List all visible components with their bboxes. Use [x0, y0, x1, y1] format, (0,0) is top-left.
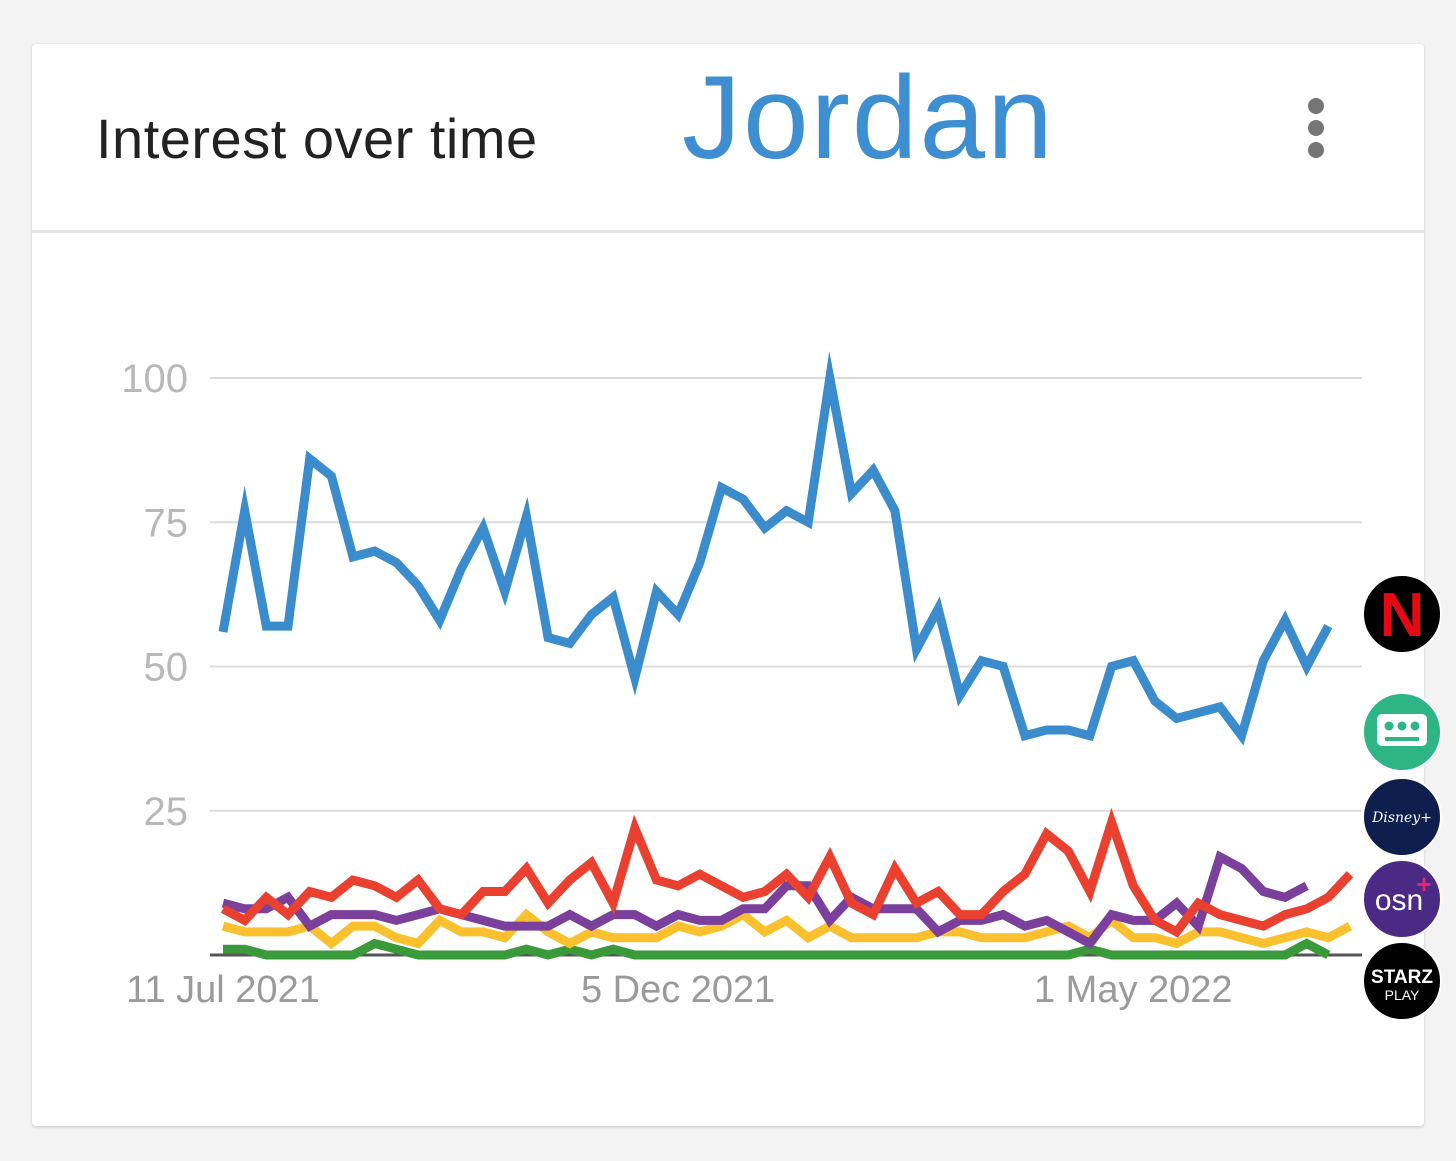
- card-header: Interest over time Jordan: [32, 44, 1424, 233]
- svg-text:Disney+: Disney+: [1371, 810, 1432, 826]
- card-title: Interest over time: [96, 107, 538, 170]
- series-line-3: [221, 908, 1353, 950]
- svg-text:osn: osn: [1375, 884, 1423, 917]
- osn-plus-logo-icon[interactable]: osn+: [1362, 859, 1442, 939]
- series-line-5: [223, 938, 1331, 960]
- menu-dot: [1308, 120, 1324, 136]
- series-line-4: [221, 850, 1309, 950]
- y-tick-label: 25: [144, 790, 189, 834]
- disney-plus-logo-icon[interactable]: Disney+: [1362, 777, 1442, 857]
- more-options-icon[interactable]: [1294, 96, 1338, 176]
- menu-dot: [1308, 98, 1324, 114]
- svg-text:PLAY: PLAY: [1385, 987, 1420, 1003]
- series-line-2: [220, 807, 1354, 938]
- y-tick-label: 50: [144, 646, 189, 690]
- y-tick-label: 100: [121, 357, 188, 401]
- shahid-logo-icon[interactable]: [1362, 692, 1442, 772]
- series-line-1: [218, 350, 1333, 746]
- y-tick-label: 75: [144, 501, 189, 545]
- x-tick-label: 5 Dec 2021: [581, 969, 775, 1011]
- x-tick-label: 1 May 2022: [1034, 969, 1233, 1011]
- x-tick-label: 11 Jul 2021: [126, 969, 320, 1011]
- svg-text:+: +: [1416, 869, 1431, 899]
- series-layer: [218, 350, 1354, 960]
- menu-dot: [1308, 142, 1324, 158]
- svg-text:N: N: [1380, 581, 1425, 650]
- interest-over-time-card: Interest over time Jordan: [32, 44, 1424, 1126]
- region-title: Jordan: [682, 52, 1055, 184]
- netflix-logo-icon[interactable]: N: [1362, 574, 1442, 654]
- svg-text:STARZ: STARZ: [1371, 967, 1433, 988]
